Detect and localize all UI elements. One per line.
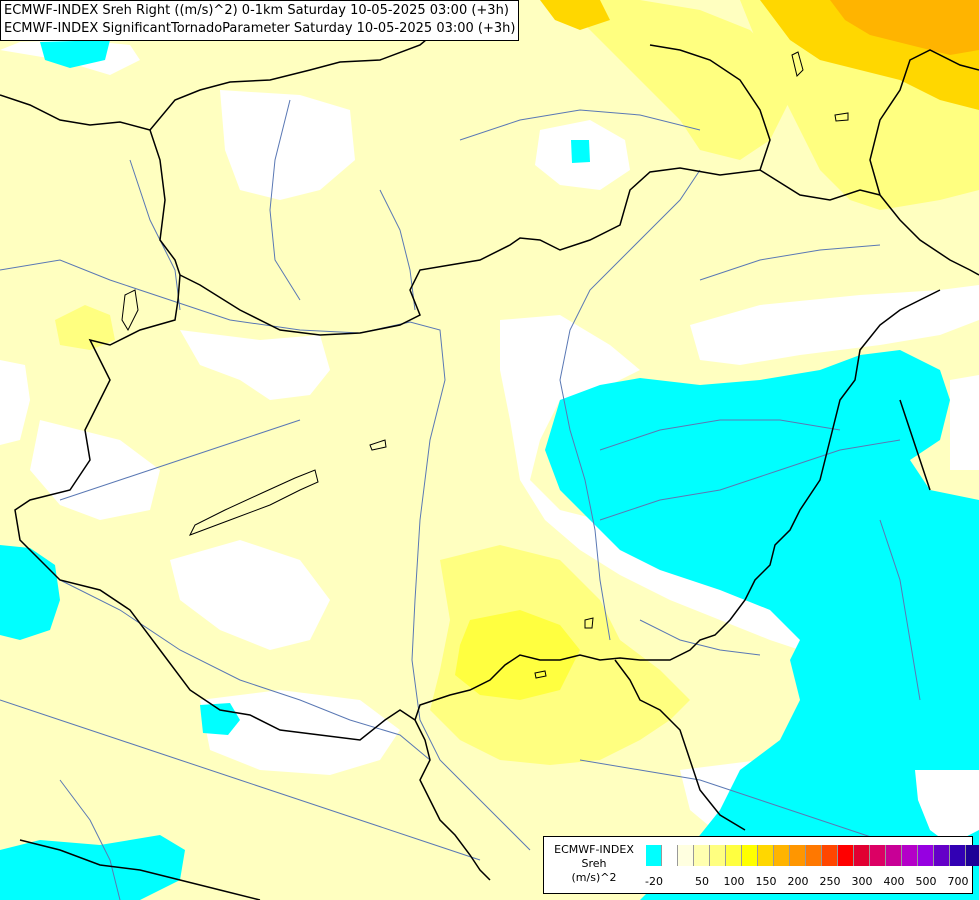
legend-swatch	[726, 845, 742, 866]
legend-swatch	[742, 845, 758, 866]
legend-swatch	[870, 845, 886, 866]
cyan-zones	[0, 40, 979, 900]
legend-swatch	[774, 845, 790, 866]
legend-title-variable: Sreh	[581, 857, 607, 870]
gold-zones	[540, 0, 979, 110]
legend-tick-label: 150	[755, 875, 777, 888]
border-sk-hu	[179, 167, 881, 336]
river-sava	[0, 699, 481, 861]
border-ua-pl	[869, 49, 979, 196]
legend-tick-label: 50	[695, 875, 709, 888]
legend-ticks: -20 50 100 150 200 250 300 400 500 700	[645, 875, 969, 889]
river-danube	[0, 259, 531, 851]
legend-swatch	[950, 845, 966, 866]
legend-swatch	[790, 845, 806, 866]
legend-tick-label: 300	[851, 875, 873, 888]
legend-swatch	[822, 845, 838, 866]
legend-swatch	[902, 845, 918, 866]
river-tisza	[559, 169, 701, 641]
border-at-hu	[14, 274, 416, 741]
lake-small-3	[834, 112, 849, 122]
legend-swatch	[678, 845, 694, 866]
legend-swatch	[918, 845, 934, 866]
yellow-strong-zone	[455, 610, 580, 700]
river-vah	[269, 99, 301, 301]
river-mures	[599, 439, 901, 521]
legend-swatch	[806, 845, 822, 866]
legend-title-model: ECMWF-INDEX	[554, 843, 634, 856]
white-zones	[0, 40, 979, 845]
border-rs-ro	[614, 659, 746, 831]
white-band	[915, 770, 979, 845]
river-upper-tisza	[459, 109, 701, 141]
legend-tick-label: 100	[723, 875, 745, 888]
legend-swatch	[854, 845, 870, 866]
rivers	[0, 99, 921, 900]
river-drava	[59, 579, 431, 761]
river-somes	[699, 244, 881, 281]
color-legend: ECMWF-INDEX Sreh (m/s)^2 -20 50 100 150 200 2…	[543, 836, 979, 894]
river-south	[579, 759, 881, 841]
legend-tick-label: 400	[883, 875, 905, 888]
title-line-stp: ECMWF-INDEX SignificantTornadoParameter …	[4, 21, 516, 36]
legend-swatch	[710, 845, 726, 866]
legend-swatch	[694, 845, 710, 866]
lakes	[121, 51, 849, 679]
legend-swatch	[758, 845, 774, 866]
legend-swatch	[934, 845, 950, 866]
river-raab	[59, 419, 301, 501]
lake-small-5	[584, 617, 594, 629]
river-koros	[599, 419, 841, 451]
legend-swatch	[886, 845, 902, 866]
legend-swatch	[646, 845, 662, 866]
legend-tick-label: 700	[947, 875, 969, 888]
legend-tick-label: 250	[819, 875, 841, 888]
legend-tick-label: 200	[787, 875, 809, 888]
border-ua-ro	[879, 194, 979, 276]
legend-tick-label: 500	[915, 875, 937, 888]
legend-title: ECMWF-INDEX Sreh (m/s)^2	[548, 843, 640, 885]
river-morava	[129, 159, 181, 311]
lake-small-2	[791, 51, 804, 77]
legend-tick-label: -20	[645, 875, 663, 888]
legend-swatch	[662, 845, 678, 866]
river-timis	[639, 619, 761, 656]
title-line-sreh: ECMWF-INDEX Sreh Right ((m/s)^2) 0-1km S…	[4, 3, 509, 18]
river-una	[59, 779, 121, 900]
legend-swatch	[966, 845, 979, 866]
border-south	[19, 839, 261, 900]
lake-small-6	[121, 289, 139, 332]
lake-balaton	[188, 469, 319, 536]
border-hr-rs	[414, 719, 491, 881]
border-north-ua	[649, 44, 771, 171]
border-east-ro	[899, 399, 931, 491]
legend-swatch	[838, 845, 854, 866]
river-hron	[379, 189, 416, 311]
river-olt	[879, 519, 921, 701]
map-title-box: ECMWF-INDEX Sreh Right ((m/s)^2) 0-1km S…	[0, 0, 520, 41]
lake-small-4	[534, 670, 547, 679]
lake-small-1	[369, 439, 387, 451]
border-hu-ro	[414, 289, 941, 721]
legend-swatches	[646, 845, 979, 866]
legend-title-unit: (m/s)^2	[571, 871, 617, 884]
